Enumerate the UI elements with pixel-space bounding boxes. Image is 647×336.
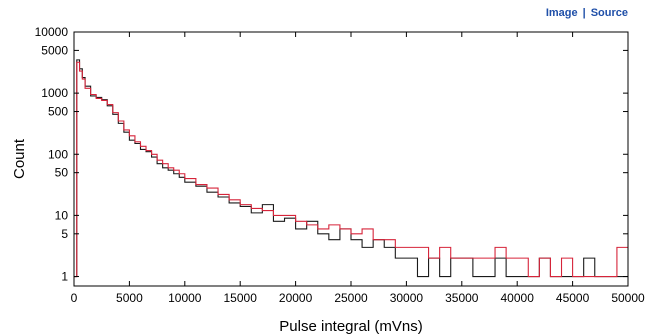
x-tick-label: 0 <box>71 291 78 305</box>
top-links: Image | Source <box>546 7 628 19</box>
x-tick-label: 20000 <box>279 291 313 305</box>
x-tick-label: 45000 <box>556 291 590 305</box>
x-tick-label: 30000 <box>390 291 424 305</box>
series-layer <box>74 59 628 278</box>
x-axis-title: Pulse integral (mVns) <box>279 318 422 335</box>
y-tick-label: 10000 <box>35 25 69 39</box>
series-line-red <box>74 61 628 278</box>
source-link[interactable]: Source <box>590 7 628 19</box>
y-tick-label: 5000 <box>41 43 68 57</box>
x-tick-label: 50000 <box>611 291 645 305</box>
x-tick-label: 40000 <box>501 291 535 305</box>
y-tick-label: 10 <box>55 208 69 222</box>
y-tick-label: 100 <box>48 147 68 161</box>
y-tick-label: 500 <box>48 105 68 119</box>
series-line-black <box>74 59 628 278</box>
y-tick-label: 1 <box>61 270 68 284</box>
x-tick-label: 5000 <box>116 291 143 305</box>
y-axis-title: Count <box>11 138 28 179</box>
y-tick-label: 50 <box>55 166 69 180</box>
y-tick-label: 5 <box>61 227 68 241</box>
x-tick-label: 10000 <box>168 291 202 305</box>
x-tick-label: 15000 <box>224 291 258 305</box>
image-link[interactable]: Image <box>545 7 578 19</box>
x-tick-label: 25000 <box>334 291 368 305</box>
y-tick-label: 1000 <box>41 86 68 100</box>
tick-layer: 0 5000 10000 15000 20000 25000 30000 35000 40000… <box>35 25 645 305</box>
x-tick-label: 35000 <box>445 291 479 305</box>
link-separator: | <box>582 7 586 19</box>
